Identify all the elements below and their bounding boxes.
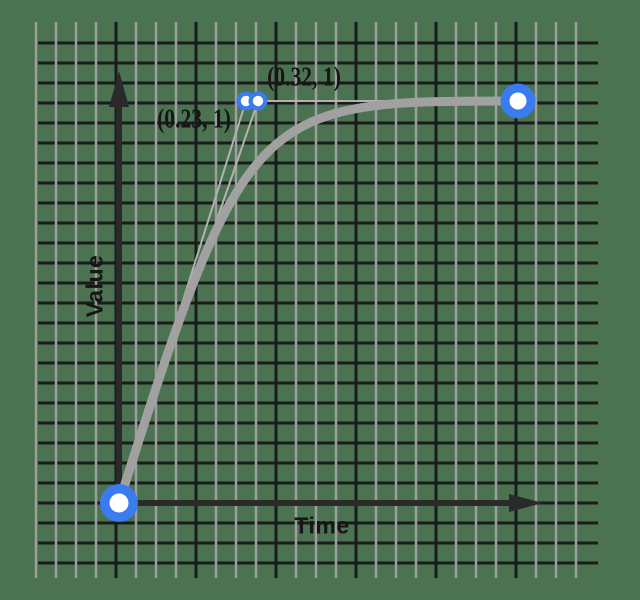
x-axis-arrow-icon xyxy=(509,494,543,512)
bezier-curve xyxy=(114,96,523,508)
end-point-dot-center xyxy=(509,92,527,110)
x-axis-label: Time xyxy=(294,512,350,539)
control-point-1-dot-center xyxy=(240,95,252,107)
start-point-dot-center xyxy=(109,493,129,513)
control-point-2-label: (0.32, 1) xyxy=(267,61,341,92)
control-point-1-label: (0.23, 1) xyxy=(157,103,231,134)
control-point-2-dot-center xyxy=(252,95,264,107)
y-axis-arrow-icon xyxy=(109,71,129,107)
y-axis-label: Value xyxy=(81,254,108,318)
